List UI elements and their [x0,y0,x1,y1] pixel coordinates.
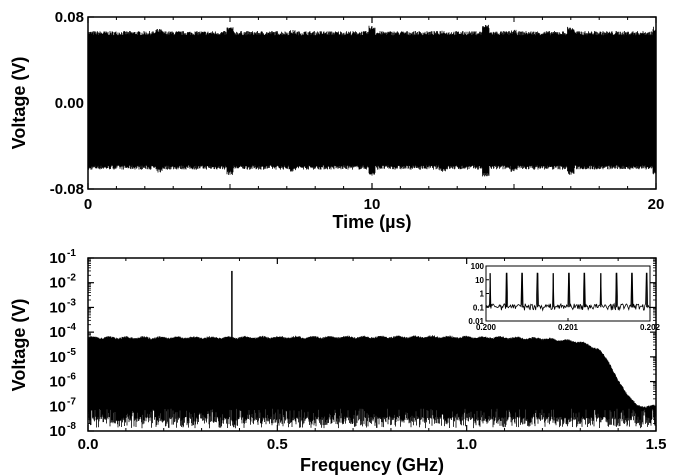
spectrum-trace [88,335,656,429]
y-tick-exponent: -5 [67,347,76,358]
inset-trace [485,272,651,312]
y-tick-label: 10 [49,423,66,440]
y-tick-label: 10 [49,374,66,391]
inset-chart: 0.200 0.201 0.202 100 10 1 0.1 0.01 [468,262,660,332]
x-tick-label: 10 [364,196,381,213]
x-tick-label: 1.5 [646,436,667,453]
inset-y-tick-label: 0.01 [468,317,484,326]
y-tick-exponent: -8 [67,421,76,432]
inset-x-tick-label: 0.200 [476,323,497,332]
y-tick-exponent: -1 [67,248,76,259]
y-tick-label: 10 [49,349,66,366]
inset-x-tick-label: 0.201 [558,323,579,332]
frequency-plot-frame [87,257,657,432]
frequency-y-axis-label: Voltage (V) [9,299,29,392]
x-tick-label: 0.0 [78,436,99,453]
inset-y-tick-label: 0.1 [473,303,485,312]
time-series-waveform [87,24,657,177]
frequency-axis-ticks: 0.0 0.5 1.0 1.510-110-210-310-410-510-610-7… [49,248,666,453]
y-tick-label: 10 [49,275,66,292]
y-tick-exponent: -4 [67,322,76,333]
inset-y-tick-label: 1 [480,290,485,299]
x-tick-label: 0 [84,196,92,213]
y-tick-label: 10 [49,398,66,415]
inset-comb-trace [485,272,651,312]
y-tick-exponent: -2 [67,273,76,284]
x-tick-label: 20 [648,196,665,213]
y-tick-exponent: -3 [67,297,76,308]
y-tick-label: 10 [49,250,66,267]
frequency-x-axis-label: Frequency (GHz) [300,455,444,475]
inset-y-tick-label: 100 [471,262,485,271]
time-domain-chart: 0 10 20 0.08 0.00 -0.08 Time (µs) Voltage (V) [9,9,664,232]
y-tick-exponent: -6 [67,372,76,383]
y-tick-label: -0.08 [50,181,84,198]
y-tick-exponent: -7 [67,396,76,407]
y-tick-label: 10 [49,299,66,316]
time-axis-ticks: 0 10 20 0.08 0.00 -0.08 [50,9,665,213]
y-tick-label: 0.08 [55,9,84,26]
waveform-trace [87,24,657,177]
x-tick-label: 1.0 [456,436,477,453]
y-tick-label: 0.00 [55,95,84,112]
x-tick-label: 0.5 [267,436,288,453]
inset-axis-ticks: 0.200 0.201 0.202 100 10 1 0.1 0.01 [468,262,660,332]
inset-x-tick-label: 0.202 [640,323,661,332]
y-tick-label: 10 [49,324,66,341]
inset-y-tick-label: 10 [475,276,484,285]
time-y-axis-label: Voltage (V) [9,57,29,150]
time-x-axis-label: Time (µs) [332,212,411,232]
frequency-domain-chart: 0.0 0.5 1.0 1.510-110-210-310-410-510-610-7… [9,248,666,475]
